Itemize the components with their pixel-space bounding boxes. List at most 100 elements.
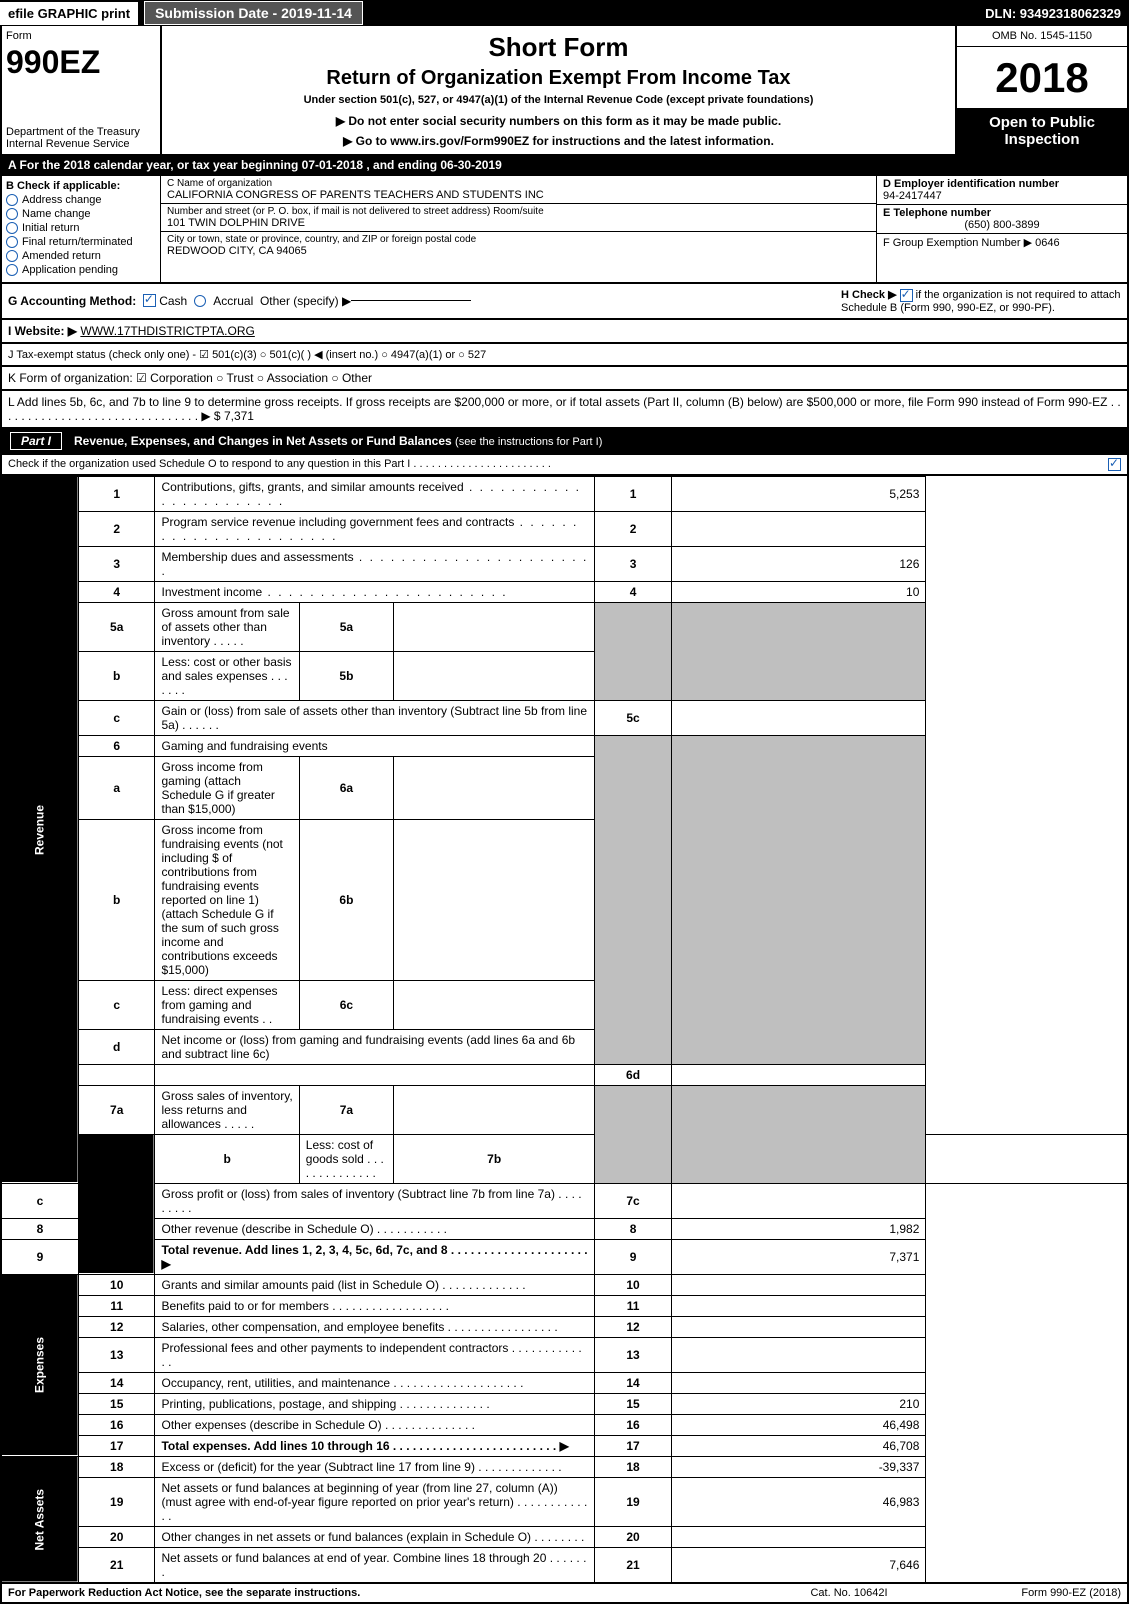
line-6c: c Less: direct expenses from gaming and … [1,980,1128,1029]
line-box: 14 [595,1372,672,1393]
part-subtitle: (see the instructions for Part I) [455,436,602,448]
line-amount [671,1183,926,1218]
line-text: Total revenue. Add lines 1, 2, 3, 4, 5c,… [155,1239,595,1274]
ein-value: 94-2417447 [883,190,1121,202]
check-address-change[interactable]: Address change [6,194,156,206]
line-num: b [78,651,155,700]
radio-icon [6,264,18,276]
shaded-cell [671,1085,926,1183]
line-box: 13 [595,1337,672,1372]
line-num: 14 [78,1372,155,1393]
h-checkbox[interactable] [900,289,913,302]
check-amended-return[interactable]: Amended return [6,250,156,262]
line-amount: 7,371 [671,1239,926,1274]
cash-label: Cash [159,294,187,308]
line-11: 11 Benefits paid to or for members . . .… [1,1295,1128,1316]
line-14: 14 Occupancy, rent, utilities, and maint… [1,1372,1128,1393]
omb-number: OMB No. 1545-1150 [957,26,1127,47]
row-j: J Tax-exempt status (check only one) - ☑… [0,344,1129,367]
open-public-badge: Open to Public Inspection [957,108,1127,154]
accrual-label: Accrual [213,294,253,308]
section-d: D Employer identification number 94-2417… [876,176,1127,282]
cash-checkbox[interactable] [143,294,156,307]
paperwork-notice: For Paperwork Reduction Act Notice, see … [2,1584,743,1602]
efile-print-button[interactable]: efile GRAPHIC print [0,2,138,25]
line-10: Expenses 10 Grants and similar amounts p… [1,1274,1128,1295]
line-text: Net assets or fund balances at beginning… [155,1477,595,1526]
line-6d-real: 6d [1,1064,1128,1085]
line-text: Gross profit or (loss) from sales of inv… [155,1183,595,1218]
line-12: 12 Salaries, other compensation, and emp… [1,1316,1128,1337]
shaded-cell [595,602,672,700]
line-text: Contributions, gifts, grants, and simila… [155,476,595,511]
line-16: 16 Other expenses (describe in Schedule … [1,1414,1128,1435]
period-row: A For the 2018 calendar year, or tax yea… [0,156,1129,176]
line-7b: b Less: cost of goods sold . . . . . . .… [1,1134,1128,1183]
line-box: 4 [595,581,672,602]
dln-label: DLN: 93492318062329 [985,6,1129,21]
line-num: 13 [78,1337,155,1372]
line-amount [671,1064,926,1085]
l-amount: 7,371 [224,409,254,423]
radio-icon [6,208,18,220]
line-amount: 46,498 [671,1414,926,1435]
line-num: 2 [78,511,155,546]
other-input[interactable] [351,300,471,301]
tel-label: E Telephone number [883,207,1121,219]
street-label: Number and street (or P. O. box, if mail… [167,206,870,217]
accrual-radio[interactable] [194,295,206,307]
address-change-label: Address change [22,194,102,206]
line-text: Gain or (loss) from sale of assets other… [155,700,595,735]
line-num: c [78,700,155,735]
line-text: Other changes in net assets or fund bala… [155,1526,595,1547]
revenue-side-label: Revenue [1,476,78,1183]
i-label: I Website: ▶ [8,324,77,338]
row-k: K Form of organization: ☑ Corporation ○ … [0,367,1129,391]
check-name-change[interactable]: Name change [6,208,156,220]
line-num: 1 [78,476,155,511]
line-amount [671,1295,926,1316]
amended-return-label: Amended return [22,250,101,262]
line-num: 4 [78,581,155,602]
check-final-return[interactable]: Final return/terminated [6,236,156,248]
city-label: City or town, state or province, country… [167,234,870,245]
line-text: Less: cost of goods sold . . . . . . . .… [299,1134,393,1183]
lines-table: Revenue 1 Contributions, gifts, grants, … [0,476,1129,1584]
cat-number: Cat. No. 10642I [743,1584,955,1602]
line-box: 11 [595,1295,672,1316]
sub-box: 7a [299,1085,393,1134]
form-number: 990EZ [6,46,156,78]
line-box: 17 [595,1435,672,1456]
line-1: Revenue 1 Contributions, gifts, grants, … [1,476,1128,511]
group-exemption: F Group Exemption Number ▶ 0646 [883,236,1121,249]
top-bar: efile GRAPHIC print Submission Date - 20… [0,0,1129,26]
tax-year: 2018 [957,47,1127,108]
check-initial-return[interactable]: Initial return [6,222,156,234]
line-text: Gaming and fundraising events [155,735,595,756]
line-num: 12 [78,1316,155,1337]
l-text: L Add lines 5b, 6c, and 7b to line 9 to … [8,395,1121,423]
schedule-o-check-text: Check if the organization used Schedule … [8,458,1108,471]
b-label: B Check if applicable: [6,180,156,192]
line-8: 8 Other revenue (describe in Schedule O)… [1,1218,1128,1239]
line-text: Total expenses. Add lines 10 through 16 … [155,1435,595,1456]
sub-box: 5a [299,602,393,651]
line-text: Grants and similar amounts paid (list in… [155,1274,595,1295]
line-num: c [1,1183,78,1218]
expenses-side-label: Expenses [1,1274,78,1456]
goto-link[interactable]: ▶ Go to www.irs.gov/Form990EZ for instru… [168,134,949,148]
other-label: Other (specify) ▶ [260,294,351,308]
line-box: 20 [595,1526,672,1547]
schedule-o-checkbox[interactable] [1108,458,1121,471]
return-title: Return of Organization Exempt From Incom… [168,67,949,90]
website-link[interactable]: WWW.17THDISTRICTPTA.ORG [80,324,254,338]
sub-amount [394,651,595,700]
check-app-pending[interactable]: Application pending [6,264,156,276]
line-box: 18 [595,1456,672,1477]
j-text: J Tax-exempt status (check only one) - ☑… [8,348,486,361]
submission-date-button[interactable]: Submission Date - 2019-11-14 [144,1,363,25]
line-num: d [78,1029,155,1064]
sub-amount [394,980,595,1029]
header-mid: Short Form Return of Organization Exempt… [162,26,955,154]
info-grid: B Check if applicable: Address change Na… [0,176,1129,284]
